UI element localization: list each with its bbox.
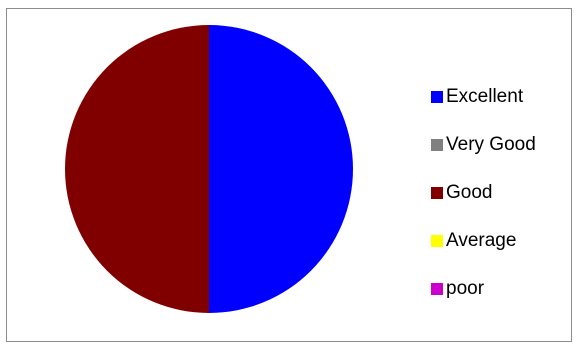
legend-swatch-excellent [431, 91, 443, 103]
legend-label-poor: poor [446, 278, 485, 299]
legend-swatch-poor [431, 283, 443, 295]
pie-slice-good [65, 25, 209, 313]
legend-label-excellent: Excellent [446, 86, 524, 107]
pie-slice-excellent [209, 25, 353, 313]
legend-item-excellent: Excellent [431, 85, 523, 109]
legend-swatch-average [431, 235, 443, 247]
legend-swatch-good [431, 187, 443, 199]
legend-item-poor: poor [431, 277, 484, 301]
legend-swatch-very-good [431, 139, 443, 151]
legend-label-good: Good [446, 182, 493, 203]
legend-label-very-good: Very Good [446, 134, 536, 155]
chart-frame: Excellent Very Good Good Average poor [6, 8, 572, 342]
legend-item-average: Average [431, 229, 516, 253]
legend-label-average: Average [446, 230, 517, 251]
pie-chart [65, 25, 353, 313]
legend-item-very-good: Very Good [431, 133, 536, 157]
legend-item-good: Good [431, 181, 492, 205]
